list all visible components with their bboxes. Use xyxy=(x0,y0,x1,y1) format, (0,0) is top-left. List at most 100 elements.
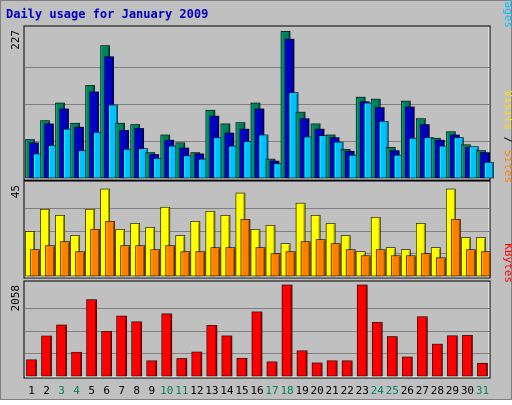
bar-sites-21 xyxy=(330,243,341,277)
bar-kbytes-3 xyxy=(56,324,67,377)
bar-sites-1 xyxy=(30,249,40,277)
bar-sites-15-body xyxy=(240,219,251,277)
x-tick-label-14: 14 xyxy=(220,384,234,397)
bar-sites-10 xyxy=(165,245,176,277)
bar-sites-25 xyxy=(390,255,401,277)
x-tick-label-21: 21 xyxy=(326,384,339,397)
bar-kbytes-16-body xyxy=(251,311,263,377)
bar-kbytes-17 xyxy=(266,361,278,377)
x-tick-label-6: 6 xyxy=(103,384,110,397)
x-tick-label-9: 9 xyxy=(148,384,155,397)
bar-kbytes-16 xyxy=(251,311,263,377)
bar-sites-15 xyxy=(240,219,251,277)
bar-kbytes-31-body xyxy=(477,362,488,377)
x-tick-label-12: 12 xyxy=(190,384,203,397)
bar-kbytes-1-body xyxy=(26,359,37,377)
bar-sites-7 xyxy=(120,245,130,277)
bar-kbytes-11-body xyxy=(176,358,188,377)
bar-sites-19 xyxy=(300,241,311,277)
bar-kbytes-12 xyxy=(191,351,203,377)
bar-pages-31-body xyxy=(484,162,494,179)
bar-sites-31-body xyxy=(481,251,491,277)
x-tick-label-13: 13 xyxy=(205,384,218,397)
bar-kbytes-23 xyxy=(356,284,368,377)
bar-sites-29 xyxy=(451,219,461,277)
bar-sites-27 xyxy=(421,253,431,277)
bar-kbytes-2-body xyxy=(41,335,52,377)
x-axis-labels: 1 2 3 4 5 6 7 8 9 10 11 12 13 14 15 16 17 18 19 20 21 22 23 24 2… xyxy=(28,384,489,397)
bar-sites-16-body xyxy=(255,247,266,277)
chart-panels: 227Hits / Files / Pages 45 Visits / Sites 2… xyxy=(9,0,512,379)
bar-kbytes-9 xyxy=(146,360,158,377)
bar-kbytes-25-body xyxy=(386,336,398,377)
legend-item-kbytes_panel-0: KBytes xyxy=(502,243,512,283)
bar-kbytes-18-body xyxy=(281,284,293,377)
x-tick-label-5: 5 xyxy=(88,384,95,397)
bar-visits-14-body xyxy=(220,215,231,277)
bar-sites-4-body xyxy=(75,251,85,277)
bar-kbytes-31 xyxy=(477,362,488,377)
bar-sites-22-body xyxy=(345,249,356,277)
bar-kbytes-22-body xyxy=(341,360,353,377)
bar-visits-17 xyxy=(265,225,276,277)
bar-sites-5-body xyxy=(90,229,100,277)
max-label-visits_panel: 45 xyxy=(9,185,22,198)
bar-visits-13-body xyxy=(205,210,216,277)
bar-kbytes-13 xyxy=(206,325,218,377)
x-tick-label-24: 24 xyxy=(371,384,385,397)
bar-sites-17-body xyxy=(270,253,281,277)
bar-visits-19-body xyxy=(295,202,306,277)
bar-visits-2-body xyxy=(40,208,50,277)
bar-kbytes-20-body xyxy=(311,362,323,377)
x-tick-label-29: 29 xyxy=(446,384,459,397)
max-label-kbytes_panel: 2058 xyxy=(9,285,22,312)
bar-sites-1-body xyxy=(30,249,40,277)
bar-sites-9-body xyxy=(150,249,161,277)
bar-visits-27-body xyxy=(416,223,426,277)
x-tick-label-19: 19 xyxy=(295,384,308,397)
x-tick-label-27: 27 xyxy=(416,384,429,397)
bar-sites-11-body xyxy=(180,251,191,277)
bar-sites-12-body xyxy=(195,251,206,277)
bar-kbytes-28 xyxy=(432,343,443,377)
bar-sites-3 xyxy=(60,241,70,277)
x-tick-label-15: 15 xyxy=(235,384,248,397)
bar-kbytes-13-body xyxy=(206,325,218,377)
x-tick-label-26: 26 xyxy=(401,384,414,397)
x-tick-label-28: 28 xyxy=(431,384,444,397)
bar-kbytes-4 xyxy=(71,351,82,377)
bar-sites-23 xyxy=(360,255,371,277)
bar-sites-28-body xyxy=(436,257,446,277)
bar-visits-17-body xyxy=(265,225,276,277)
bar-kbytes-23-body xyxy=(356,284,368,377)
bar-sites-6 xyxy=(105,221,115,277)
bar-sites-2 xyxy=(45,245,55,277)
bar-sites-18-body xyxy=(285,251,296,277)
bar-visits-12 xyxy=(190,221,201,277)
bar-sites-13-body xyxy=(210,247,221,277)
bar-sites-27-body xyxy=(421,253,431,277)
bar-sites-28 xyxy=(436,257,446,277)
legend-visits_panel: Visits / Sites xyxy=(502,90,512,183)
bar-sites-30 xyxy=(466,249,476,277)
bar-kbytes-10-body xyxy=(161,313,173,377)
legend-item-visits_panel-1: / xyxy=(502,130,512,150)
bar-sites-26 xyxy=(406,255,416,277)
x-tick-label-4: 4 xyxy=(73,384,80,397)
x-tick-label-7: 7 xyxy=(118,384,125,397)
bar-kbytes-15-body xyxy=(236,357,248,377)
x-tick-label-30: 30 xyxy=(461,384,474,397)
x-tick-label-10: 10 xyxy=(160,384,173,397)
bar-sites-11 xyxy=(180,251,191,277)
bar-kbytes-8 xyxy=(131,321,143,377)
x-tick-label-31: 31 xyxy=(476,384,489,397)
bar-kbytes-26 xyxy=(402,356,413,377)
bar-kbytes-7 xyxy=(116,315,128,377)
x-tick-label-16: 16 xyxy=(250,384,263,397)
bar-kbytes-30-body xyxy=(462,335,473,377)
bar-kbytes-28-body xyxy=(432,343,443,377)
bar-kbytes-7-body xyxy=(116,315,128,377)
max-label-hits_panel: 227 xyxy=(9,30,22,50)
panel-hits_panel: 227 Hits / Files / Pages xyxy=(9,0,512,181)
